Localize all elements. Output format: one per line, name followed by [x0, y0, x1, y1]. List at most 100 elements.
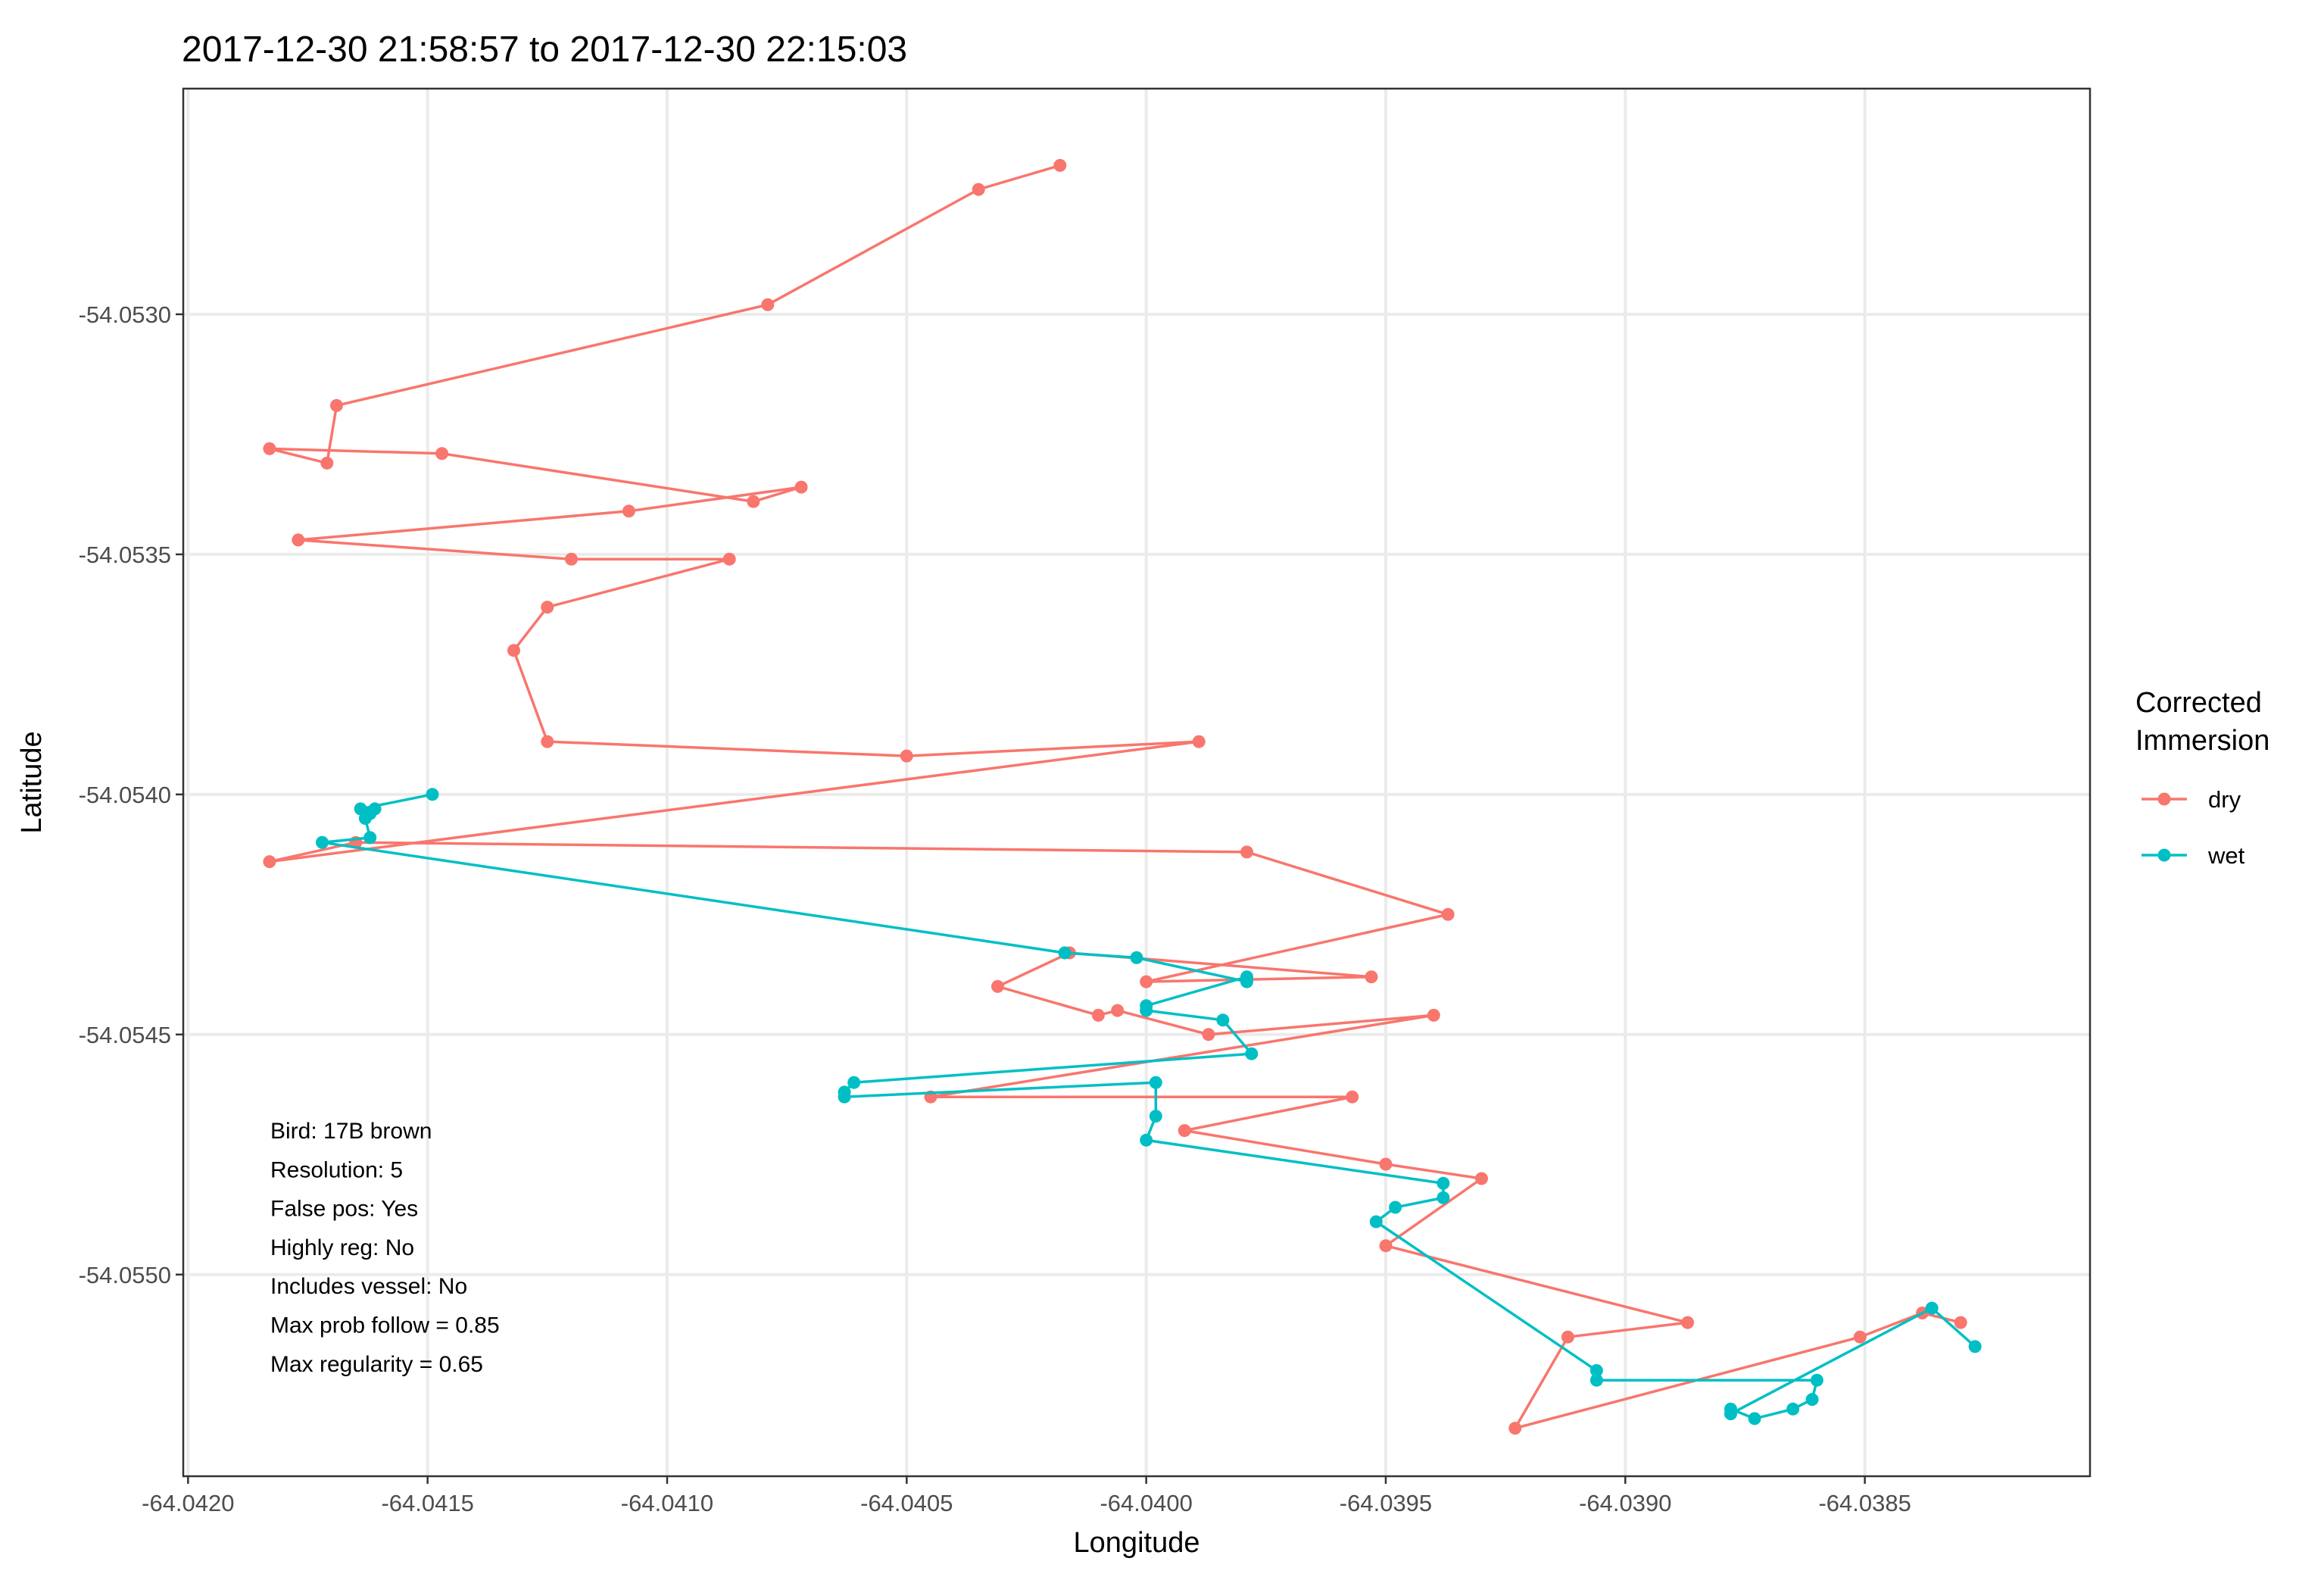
legend-title: Immersion	[2135, 725, 2269, 757]
data-point-wet	[316, 835, 329, 849]
x-tick-label: -64.0405	[860, 1490, 953, 1516]
data-point-dry	[541, 735, 554, 748]
data-point-dry	[972, 183, 985, 196]
data-point-dry	[1140, 975, 1153, 988]
data-point-wet	[1805, 1393, 1819, 1407]
data-point-wet	[1149, 1110, 1162, 1123]
annotation-text-block: Bird: 17B brown Resolution: 5 False pos: Y…	[270, 1119, 500, 1377]
data-point-wet	[838, 1090, 851, 1104]
chart-title: 2017-12-30 21:58:57 to 2017-12-30 22:15:…	[182, 30, 907, 70]
data-point-dry	[1379, 1239, 1393, 1253]
data-point-dry	[1681, 1316, 1695, 1329]
data-point-dry	[1441, 907, 1455, 921]
series-line-dry	[269, 164, 1961, 1431]
data-point-dry	[722, 552, 736, 566]
x-tick-label: -64.0395	[1340, 1490, 1432, 1516]
data-point-dry	[263, 855, 276, 869]
annotation-line: Bird: 17B brown	[270, 1119, 432, 1144]
y-tick-label: -54.0545	[79, 1022, 171, 1048]
legend-key-wet	[2142, 848, 2187, 862]
y-tick-label: -54.0550	[79, 1262, 171, 1288]
data-point-dry	[1508, 1422, 1522, 1435]
y-tick-label: -54.0535	[79, 542, 171, 568]
annotation-line: Includes vessel: No	[270, 1274, 467, 1299]
x-axis-title: Longitude	[1074, 1527, 1200, 1559]
data-point-wet	[354, 802, 367, 816]
data-point-dry	[1053, 158, 1067, 172]
legend: Corrected Immersion dry wet	[2135, 687, 2269, 869]
data-point-dry	[1178, 1124, 1191, 1138]
data-point-wet	[1245, 1047, 1259, 1060]
data-point-dry	[541, 601, 554, 614]
data-point-dry	[1853, 1330, 1867, 1344]
x-tick-label: -64.0390	[1579, 1490, 1671, 1516]
y-axis-title: Latitude	[16, 731, 48, 833]
data-point-wet	[358, 812, 372, 825]
data-point-wet	[1437, 1191, 1450, 1204]
data-point-wet	[1968, 1340, 1982, 1354]
gridlines	[183, 89, 2090, 1476]
annotation-line: Max prob follow = 0.85	[270, 1313, 500, 1338]
data-point-dry	[1379, 1157, 1393, 1171]
data-point-dry	[794, 480, 808, 494]
data-point-dry	[1192, 735, 1206, 748]
data-point-dry	[1111, 1004, 1125, 1017]
data-point-dry	[991, 979, 1004, 993]
data-point-dry	[1202, 1028, 1215, 1041]
series-wet	[316, 788, 1982, 1425]
legend-key-dry	[2142, 792, 2187, 806]
annotation-line: Resolution: 5	[270, 1157, 403, 1182]
data-point-dry	[507, 644, 520, 657]
x-axis: -64.0420 -64.0415 -64.0410 -64.0405 -64.0400…	[142, 1476, 1911, 1516]
legend-label-dry: dry	[2208, 786, 2241, 813]
data-point-dry	[330, 398, 343, 412]
series-dry	[263, 158, 1967, 1435]
data-point-wet	[368, 802, 382, 816]
data-point-dry	[1954, 1316, 1967, 1329]
data-point-dry	[1365, 970, 1378, 984]
data-point-wet	[1130, 951, 1143, 964]
data-point-wet	[1140, 1004, 1153, 1017]
data-point-wet	[1149, 1076, 1162, 1089]
data-point-wet	[1058, 946, 1072, 960]
series-line-wet	[322, 793, 1976, 1420]
x-tick-label: -64.0400	[1100, 1490, 1192, 1516]
legend-key-point	[2157, 792, 2171, 806]
data-point-dry	[900, 749, 913, 763]
data-point-dry	[292, 533, 305, 547]
data-point-dry	[1561, 1330, 1574, 1344]
data-point-wet	[1925, 1301, 1939, 1315]
data-point-dry	[1346, 1090, 1359, 1104]
annotation-line: Max regularity = 0.65	[270, 1352, 483, 1377]
data-point-wet	[1748, 1412, 1761, 1425]
data-point-wet	[1369, 1215, 1383, 1229]
data-point-dry	[263, 442, 276, 455]
data-point-wet	[1589, 1373, 1603, 1387]
data-point-wet	[426, 788, 439, 801]
data-point-dry	[1427, 1008, 1440, 1022]
legend-title: Corrected	[2135, 687, 2262, 719]
annotation-line: Highly reg: No	[270, 1235, 414, 1260]
data-point-wet	[1216, 1013, 1230, 1027]
legend-label-wet: wet	[2207, 842, 2245, 869]
plot-panel-border	[182, 87, 2092, 1478]
x-tick-label: -64.0410	[621, 1490, 713, 1516]
data-point-wet	[1240, 970, 1253, 984]
data-point-dry	[747, 495, 760, 508]
data-point-wet	[1140, 1133, 1153, 1147]
data-point-wet	[1437, 1176, 1450, 1190]
data-point-wet	[363, 831, 377, 845]
legend-key-point	[2157, 848, 2171, 862]
data-point-wet	[847, 1076, 861, 1089]
data-point-wet	[1389, 1201, 1402, 1214]
data-point-dry	[320, 456, 334, 470]
data-point-dry	[1091, 1008, 1105, 1022]
y-tick-label: -54.0530	[79, 301, 171, 328]
x-tick-label: -64.0415	[381, 1490, 473, 1516]
data-point-dry	[1475, 1172, 1488, 1185]
plot-series	[263, 158, 1982, 1435]
annotation-line: False pos: Yes	[270, 1197, 418, 1222]
data-point-dry	[1240, 845, 1253, 859]
data-point-wet	[1786, 1402, 1800, 1416]
